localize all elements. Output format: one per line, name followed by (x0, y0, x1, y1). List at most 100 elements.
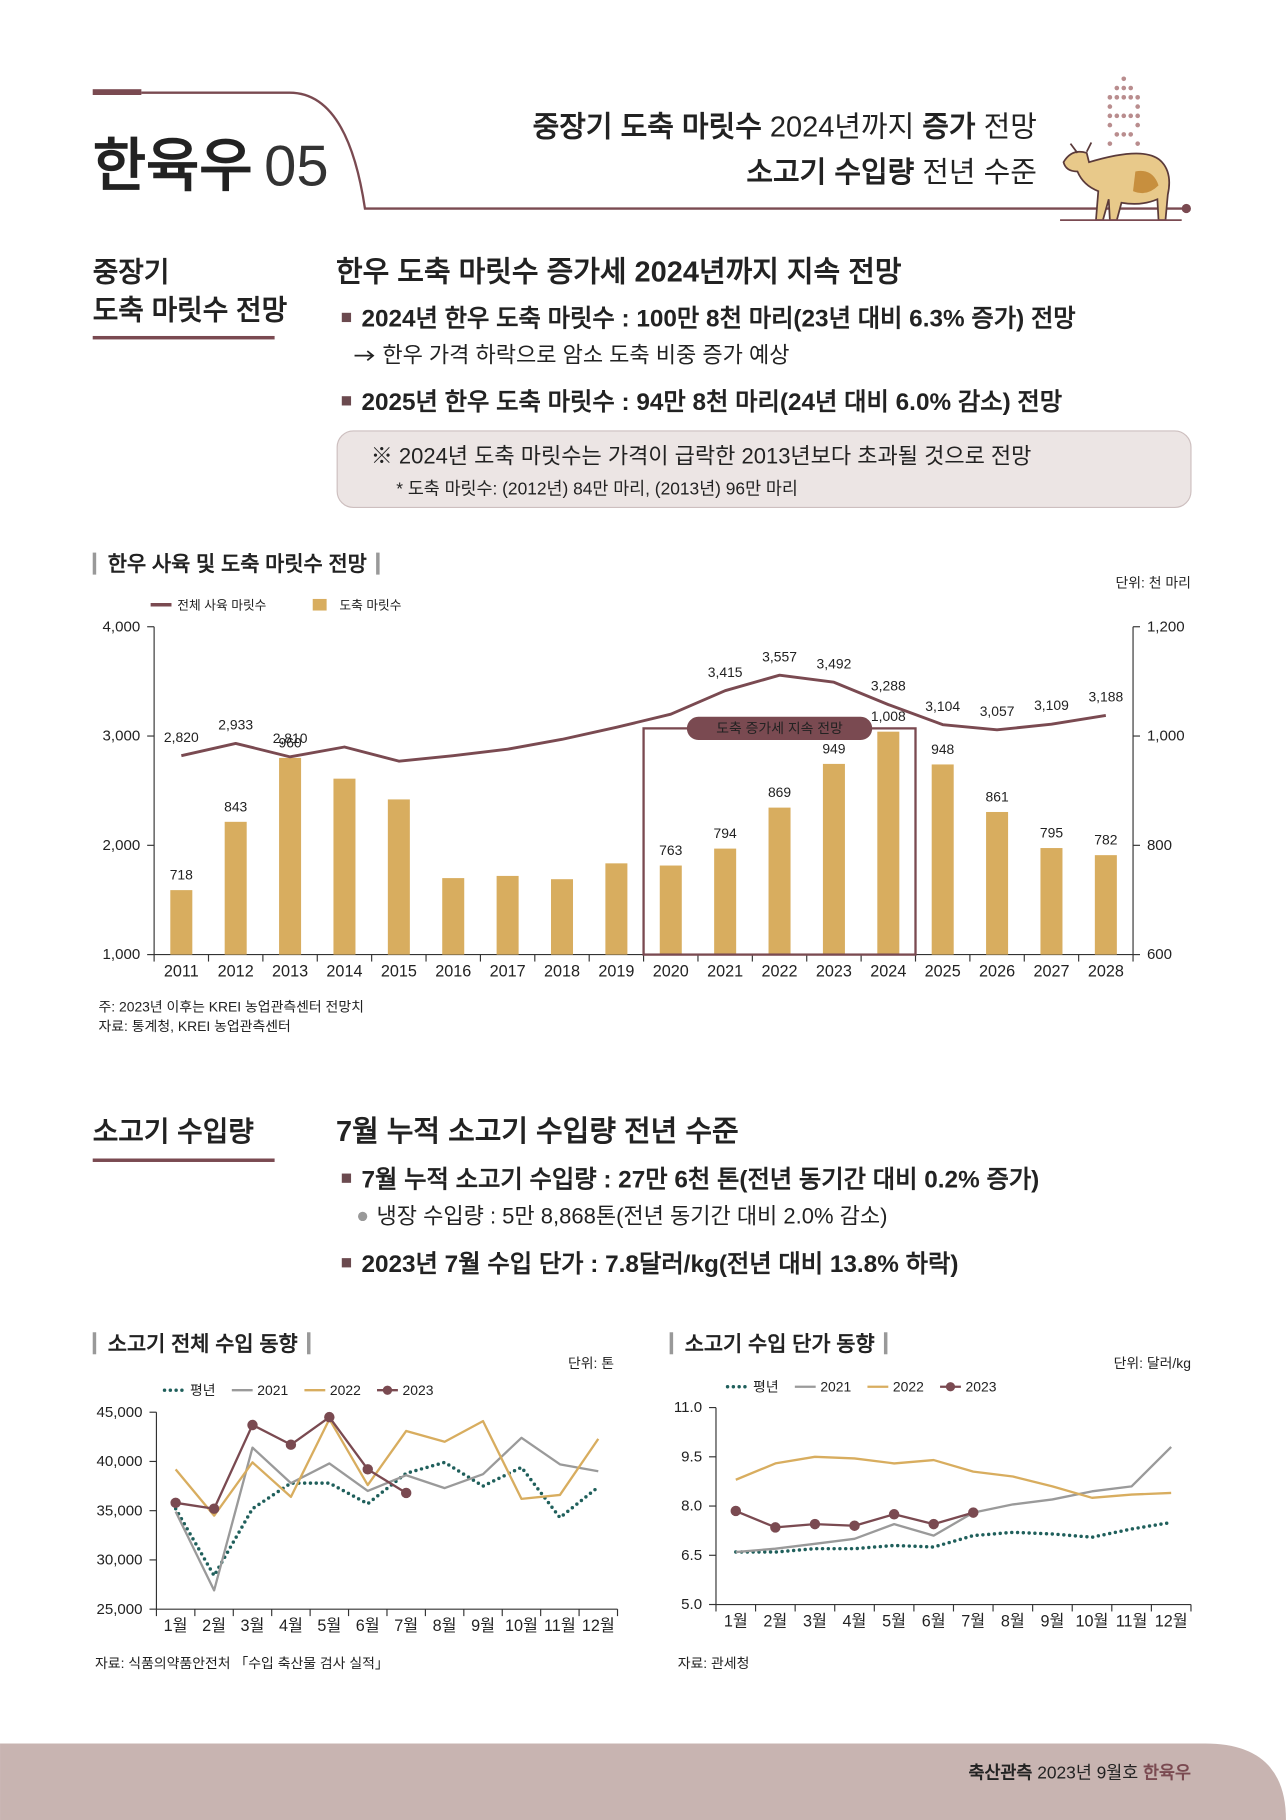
value-label: 3,557 (762, 648, 797, 664)
header-dot (1181, 203, 1191, 214)
x-tick-label: 12월 (582, 1617, 615, 1635)
y-tick-label: 6.5 (681, 1547, 702, 1564)
page-heading: 한육우 05 (93, 134, 329, 198)
header-bar (92, 89, 142, 95)
x-tick-label: 3월 (803, 1613, 827, 1631)
legend-label: 도축 마릿수 (339, 597, 401, 612)
x-tick-label: 4월 (279, 1617, 303, 1635)
line (734, 1520, 1173, 1554)
x-tick-label: 9월 (1040, 1613, 1064, 1631)
bar (877, 731, 900, 955)
bar (931, 764, 954, 955)
value-label: 3,057 (980, 703, 1015, 719)
x-tick-label: 2017 (490, 963, 526, 981)
y-tick-label: 8.0 (681, 1498, 702, 1515)
text-run: 소고기 수입량 (746, 157, 914, 189)
bar (224, 821, 247, 955)
unit-label: 단위: 달러/kg (1114, 1355, 1191, 1371)
x-tick-label: 3월 (241, 1617, 265, 1635)
legend-label: 평년 (753, 1378, 779, 1394)
text-run: 증가 (922, 112, 976, 144)
bar (442, 878, 465, 955)
bar (170, 890, 193, 955)
value-label: 3,492 (817, 655, 852, 671)
x-tick-label: 2028 (1088, 963, 1124, 981)
value-label: 763 (659, 842, 682, 858)
chart-title: 소고기 전체 수입 동향 (108, 1332, 298, 1356)
source-note: 자료: 식품의약품안전처 「수입 축산물 검사 실적」 (95, 1655, 389, 1671)
x-tick-label: 7월 (961, 1613, 985, 1631)
y-tick-label: 11.0 (674, 1399, 702, 1416)
y-tick-label: 25,000 (96, 1601, 142, 1618)
bullet-text: 7월 누적 소고기 수입량 : 27만 6천 톤(전년 동기간 대비 0.2% … (361, 1166, 1039, 1193)
x-tick-label: 9월 (471, 1617, 495, 1635)
title-marker (307, 1332, 311, 1355)
y-tick-label: 5.0 (681, 1596, 702, 1613)
point (968, 1507, 979, 1518)
point (400, 1487, 412, 1499)
bar (1040, 848, 1063, 955)
text-run: 전년 수준 (914, 157, 1037, 189)
value-label: 3,104 (925, 698, 960, 714)
x-tick-label: 1월 (724, 1613, 748, 1631)
x-tick-label: 6월 (356, 1617, 380, 1635)
value-label: 3,109 (1034, 697, 1069, 713)
value-label: 3,415 (708, 664, 743, 680)
bar (1094, 855, 1117, 955)
point (849, 1520, 860, 1531)
text-run: 중장기 도축 마릿수 (533, 112, 762, 144)
text-run: 2023년 9월호 (1032, 1762, 1143, 1782)
unit-label: 단위: 톤 (568, 1355, 614, 1371)
x-tick-label: 2024 (870, 963, 906, 981)
value-label: 869 (768, 784, 791, 800)
x-tick-label: 2019 (598, 963, 634, 981)
value-label: 2,820 (164, 729, 199, 745)
bullet-text: 2024년 한우 도축 마릿수 : 100만 8천 마리(23년 대비 6.3%… (361, 306, 1075, 333)
line (735, 1455, 1172, 1499)
legend-label: 2021 (257, 1382, 288, 1398)
x-tick-label: 2016 (435, 963, 471, 981)
bullet-note: 한우 가격 하락으로 암소 도축 비중 증가 예상 (382, 343, 789, 368)
x-tick-label: 2018 (544, 963, 580, 981)
x-tick-label: 5월 (317, 1617, 341, 1635)
value-label: 1,008 (871, 708, 906, 724)
section-underline (92, 335, 275, 340)
y-tick-label: 4,000 (103, 618, 141, 635)
section-title: 7월 누적 소고기 수입량 전년 수준 (336, 1116, 739, 1148)
x-tick-label: 1월 (164, 1617, 188, 1635)
y-tick-label: 9.5 (681, 1448, 702, 1465)
bullet-square (341, 1258, 352, 1268)
x-tick-label: 10월 (505, 1617, 538, 1635)
y-tick-label: 30,000 (96, 1552, 142, 1569)
line (173, 1460, 601, 1578)
x-tick-label: 2013 (272, 963, 308, 981)
legend-label: 평년 (190, 1382, 216, 1398)
note-box (336, 430, 1192, 509)
point (888, 1509, 900, 1520)
bullet-note: 냉장 수입량 : 5만 8,868톤(전년 동기간 대비 2.0% 감소) (377, 1203, 888, 1228)
footer-text: 축산관측 2023년 9월호 한육우 (969, 1762, 1191, 1782)
section-number: 05 (264, 134, 328, 198)
y-tick-label: 45,000 (96, 1404, 142, 1421)
x-tick-label: 2025 (925, 963, 961, 981)
value-label: 949 (822, 740, 845, 756)
point (362, 1464, 373, 1475)
bullet-dot (358, 1211, 368, 1222)
bar (333, 778, 356, 955)
x-tick-label: 2027 (1033, 963, 1069, 981)
bar (605, 863, 628, 955)
legend-label: 2022 (330, 1382, 361, 1398)
x-tick-label: 8월 (433, 1617, 457, 1635)
x-tick-label: 12월 (1155, 1613, 1188, 1631)
point (928, 1518, 939, 1530)
annotation-text: 도축 증가세 지속 전망 (716, 720, 843, 736)
legend-label: 2023 (403, 1382, 434, 1398)
point (730, 1505, 741, 1517)
bullet-text: 2023년 7월 수입 단가 : 7.8달러/kg(전년 대비 13.8% 하락… (361, 1251, 958, 1278)
bullet-square (341, 1173, 352, 1183)
point (324, 1411, 335, 1423)
note-text: * 도축 마릿수: (2012년) 84만 마리, (2013년) 96만 마리 (396, 479, 798, 499)
bar (279, 757, 302, 955)
y-tick-label: 800 (1147, 837, 1172, 854)
chart-title: 한우 사육 및 도축 마릿수 전망 (108, 553, 367, 576)
